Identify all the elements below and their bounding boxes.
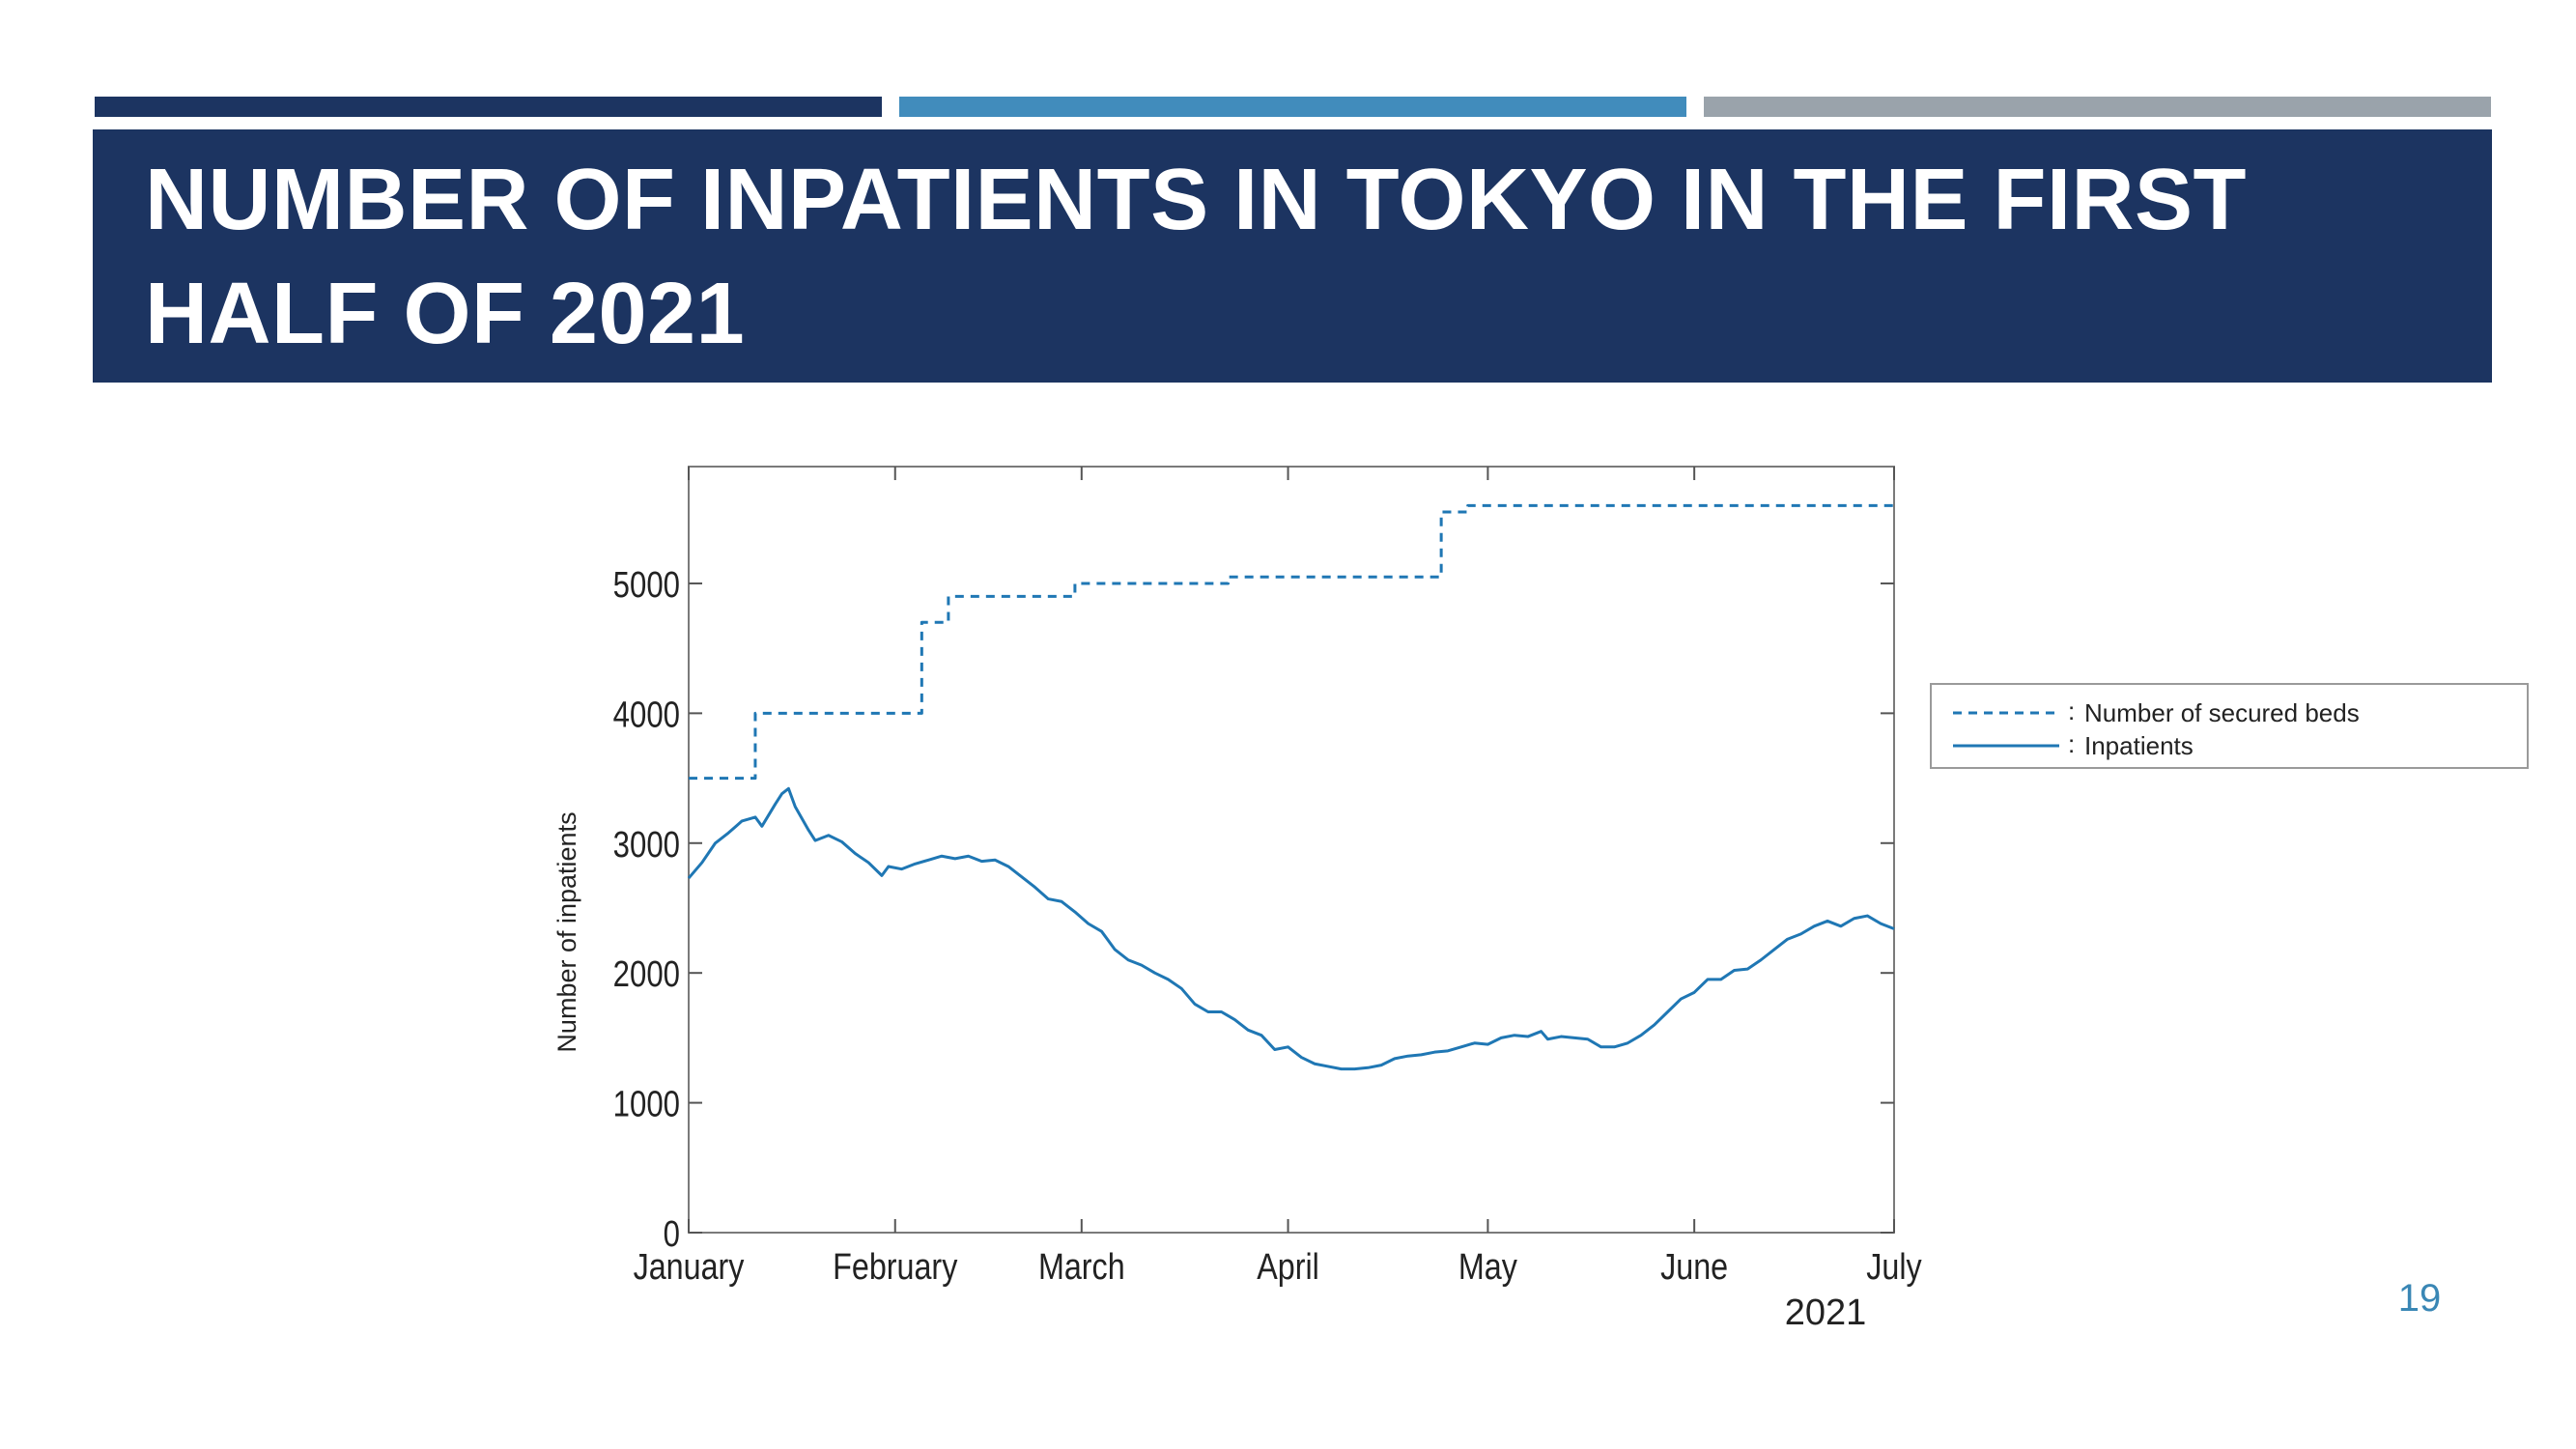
y-tick-label: 3000 [613,825,680,866]
series-layer [687,503,1895,1071]
x-axis-label: 2021 [1785,1293,1867,1333]
series-line-inpatients [687,786,1895,1071]
y-axis-label: Number of inpatients [552,811,581,1052]
legend-colon: : [2068,696,2075,725]
x-tick-label: January [634,1247,745,1288]
y-tick-label: 0 [664,1214,680,1255]
x-tick-label: June [1660,1247,1728,1288]
title-block: NUMBER OF INPATIENTS IN TOKYO IN THE FIR… [93,129,2492,383]
x-tick-label: February [833,1247,958,1288]
x-tick-label: March [1038,1247,1125,1288]
series-line-secured-beds [689,503,1894,781]
y-tick-label: 2000 [613,954,680,995]
y-tick-label: 1000 [613,1085,680,1125]
x-tick-label: July [1866,1247,1922,1288]
x-tick-label: May [1458,1247,1517,1288]
y-tick-label: 4000 [613,696,680,736]
legend-label-inpatients: Inpatients [2084,731,2194,760]
x-tick-label: April [1257,1247,1319,1288]
y-tick-label: 5000 [613,565,680,606]
axis-ticks [688,467,1895,1234]
page-title: NUMBER OF INPATIENTS IN TOKYO IN THE FIR… [145,152,2248,362]
legend-label-secured-beds: Number of secured beds [2084,698,2360,727]
x-tick-labels: January February March April May June July [634,1247,1922,1288]
plot-frame [688,466,1895,1234]
legend-box [1930,683,2529,769]
header-accent-bar-gray [1704,97,2491,117]
header-accent-bar-blue [899,97,1686,117]
chart-legend: : Number of secured beds : Inpatients [1930,683,2529,769]
legend-colon: : [2068,729,2075,758]
page-number: 19 [2397,1277,2442,1320]
header-accent-bar-dark [95,97,882,117]
y-tick-labels: 0 1000 2000 3000 4000 5000 [613,565,680,1255]
